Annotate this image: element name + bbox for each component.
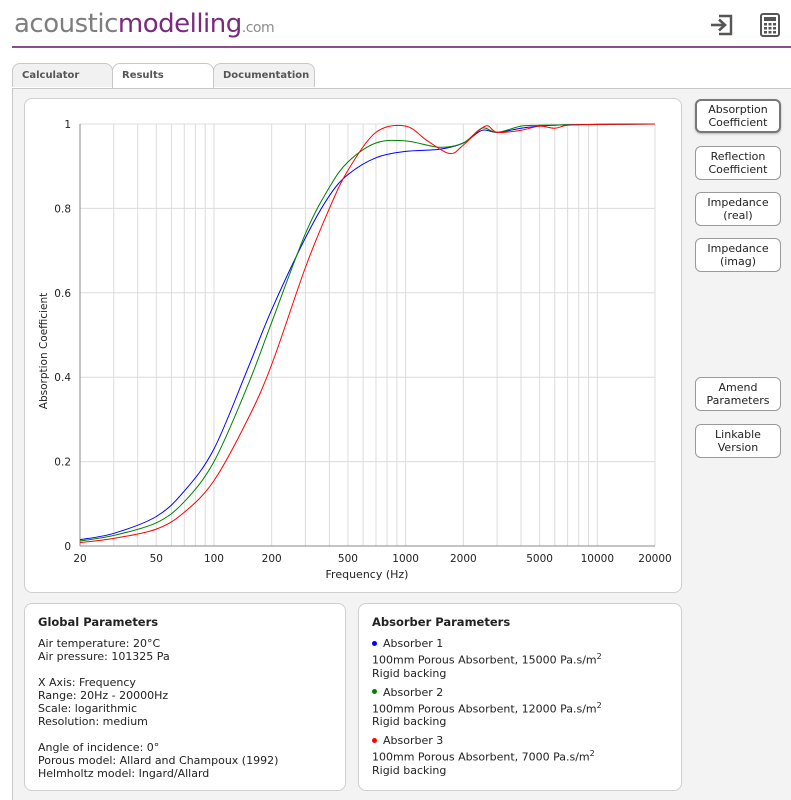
- absorber-backing: Rigid backing: [372, 715, 447, 729]
- chart-container: 0 0.2 0.4 0.6 0.8 1 20 50 100 200 500 1000 2000 5000…: [24, 98, 682, 593]
- red-dot-icon: [372, 737, 377, 743]
- impedance-imag-button[interactable]: Impedance (imag): [695, 238, 781, 272]
- green-dot-icon: [372, 689, 377, 695]
- absorber-desc: 100mm Porous Absorbent, 12000 Pa.s/m: [372, 702, 597, 716]
- impedance-real-button[interactable]: Impedance (real): [695, 192, 781, 226]
- absorber-item: Absorber 1 100mm Porous Absorbent, 15000…: [372, 637, 681, 680]
- absorber-backing: Rigid backing: [372, 666, 447, 680]
- absorber-name: Absorber 2: [383, 685, 444, 699]
- absorber-desc: 100mm Porous Absorbent, 7000 Pa.s/m: [372, 750, 590, 764]
- absorption-chart: 0 0.2 0.4 0.6 0.8 1 20 50 100 200 500 1000 2000 5000…: [38, 119, 672, 581]
- y-tick-label: 0: [64, 541, 71, 553]
- x-tick-label: 20: [73, 553, 86, 565]
- x-tick-label: 1000: [392, 553, 419, 565]
- header-divider: [12, 46, 791, 48]
- global-parameters-box: Global Parameters Air temperature: 20°C …: [24, 603, 346, 791]
- x-tick-label: 200: [262, 553, 282, 565]
- x-tick-labels: 20 50 100 200 500 1000 2000 5000 10000 20000: [73, 553, 671, 565]
- y-tick-label: 0.4: [54, 372, 71, 384]
- x-axis-param: X Axis: Frequency: [38, 676, 136, 689]
- tab-results[interactable]: Results: [112, 63, 214, 89]
- absorber-item: Absorber 3 100mm Porous Absorbent, 7000 …: [372, 734, 681, 777]
- header: acousticmodelling.com: [0, 0, 791, 48]
- linkable-version-button[interactable]: Linkable Version: [695, 424, 781, 458]
- login-icon[interactable]: [709, 12, 735, 38]
- x-tick-label: 500: [338, 553, 358, 565]
- chart-series: [79, 123, 656, 544]
- chart-grid: [79, 123, 656, 547]
- air-temperature: Air temperature: 20°C: [38, 637, 161, 650]
- tab-documentation[interactable]: Documentation: [213, 63, 315, 87]
- resolution-param: Resolution: medium: [38, 715, 148, 728]
- x-tick-label: 5000: [526, 553, 553, 565]
- porous-model-param: Porous model: Allard and Champoux (1992): [38, 754, 279, 767]
- calculator-icon[interactable]: [757, 12, 783, 38]
- tab-calculator[interactable]: Calculator: [12, 63, 113, 87]
- blue-dot-icon: [372, 640, 377, 646]
- y-tick-labels: 0 0.2 0.4 0.6 0.8 1: [54, 119, 71, 553]
- absorber-backing: Rigid backing: [372, 763, 447, 777]
- series-line-1: [79, 123, 656, 541]
- reflection-coefficient-button[interactable]: Reflection Coefficient: [695, 146, 781, 180]
- angle-param: Angle of incidence: 0°: [38, 741, 160, 754]
- series-line-2: [79, 123, 656, 542]
- amend-parameters-button[interactable]: Amend Parameters: [695, 377, 781, 411]
- absorber-parameters-title: Absorber Parameters: [372, 615, 511, 629]
- y-tick-label: 1: [64, 119, 71, 131]
- global-parameters-title: Global Parameters: [38, 615, 159, 629]
- range-param: Range: 20Hz - 20000Hz: [38, 689, 169, 702]
- absorber-name: Absorber 3: [383, 734, 444, 748]
- absorber-desc: 100mm Porous Absorbent, 15000 Pa.s/m: [372, 653, 597, 667]
- y-axis-label: Absorption Coefficient: [38, 293, 50, 409]
- scale-param: Scale: logarithmic: [38, 702, 137, 715]
- x-tick-label: 100: [204, 553, 224, 565]
- air-pressure: Air pressure: 101325 Pa: [38, 650, 170, 663]
- y-tick-label: 0.6: [54, 288, 71, 300]
- y-tick-label: 0.8: [54, 203, 71, 215]
- absorber-parameters-box: Absorber Parameters Absorber 1 100mm Por…: [358, 603, 682, 791]
- site-logo[interactable]: acousticmodelling.com: [14, 9, 275, 39]
- x-tick-label: 10000: [581, 553, 614, 565]
- series-line-3: [79, 123, 656, 544]
- helmholtz-model-param: Helmholtz model: Ingard/Allard: [38, 767, 210, 780]
- x-tick-label: 20000: [638, 553, 671, 565]
- absorber-item: Absorber 2 100mm Porous Absorbent, 12000…: [372, 685, 681, 729]
- x-axis-label: Frequency (Hz): [326, 568, 409, 581]
- x-tick-label: 50: [150, 553, 163, 565]
- absorption-coefficient-button[interactable]: Absorption Coefficient: [695, 99, 781, 133]
- x-tick-label: 2000: [450, 553, 477, 565]
- y-tick-label: 0.2: [54, 457, 71, 469]
- absorber-name: Absorber 1: [383, 637, 444, 650]
